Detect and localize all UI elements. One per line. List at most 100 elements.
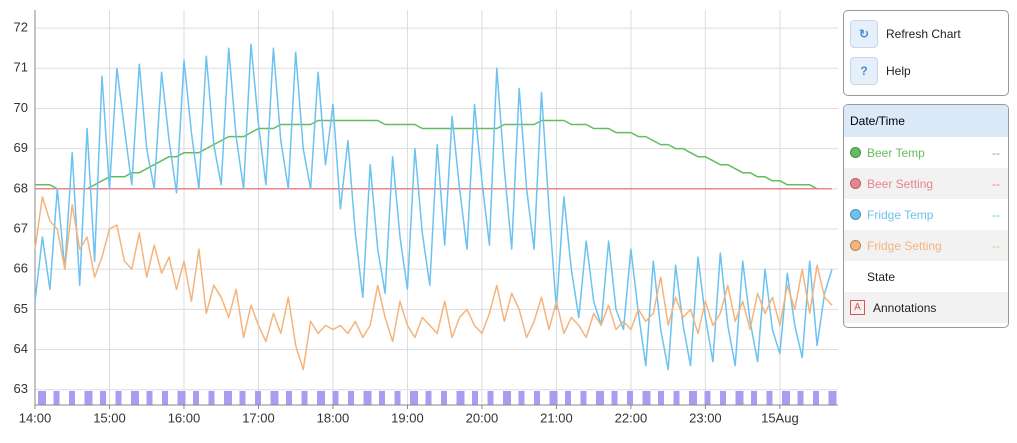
- state-block: [751, 391, 757, 405]
- state-block: [317, 391, 325, 405]
- state-block: [565, 391, 571, 405]
- state-block: [441, 391, 447, 405]
- y-tick-label: 64: [14, 341, 28, 356]
- y-tick-label: 70: [14, 100, 28, 115]
- y-tick-label: 68: [14, 180, 28, 195]
- state-block: [162, 391, 168, 405]
- state-block: [503, 391, 511, 405]
- state-block: [146, 391, 153, 405]
- state-block: [735, 391, 744, 405]
- state-block: [193, 391, 199, 405]
- legend-header-label: Date/Time: [850, 114, 905, 128]
- x-tick-label: 22:00: [615, 410, 648, 425]
- x-tick-label: 18:00: [317, 410, 350, 425]
- state-block: [332, 391, 339, 405]
- refresh-label: Refresh Chart: [886, 27, 961, 41]
- state-block: [84, 391, 93, 405]
- y-tick-label: 71: [14, 60, 28, 75]
- series-line: [35, 119, 832, 190]
- state-block: [131, 391, 139, 405]
- legend-entry[interactable]: Beer Temp --: [844, 137, 1008, 168]
- annotations-label: Annotations: [873, 300, 937, 315]
- state-block: [611, 391, 618, 405]
- legend-header: Date/Time: [844, 105, 1008, 137]
- help-label: Help: [886, 64, 911, 78]
- state-block: [239, 391, 246, 405]
- state-block: [518, 391, 525, 405]
- legend-marker: [850, 178, 861, 189]
- state-block: [596, 391, 604, 405]
- y-tick-label: 72: [14, 20, 28, 35]
- state-block: [472, 391, 478, 405]
- state-block: [689, 391, 697, 405]
- legend-marker: [850, 209, 861, 220]
- state-block: [642, 391, 651, 405]
- series-line: [34, 43, 833, 371]
- state-block: [797, 391, 804, 405]
- state-block: [270, 391, 279, 405]
- legend-value: --: [992, 207, 1000, 222]
- legend-entry[interactable]: Fridge Temp --: [844, 199, 1008, 230]
- legend-entry[interactable]: Beer Setting --: [844, 168, 1008, 199]
- state-block: [348, 391, 354, 405]
- state-block: [115, 391, 122, 405]
- annotations-icon: A: [850, 300, 865, 315]
- state-block: [456, 391, 465, 405]
- legend-marker: [850, 240, 861, 251]
- state-block: [627, 391, 633, 405]
- chart: 63 64 65 66 67 68 69 70 71 72 14:00 15:00 16:00 17:00…: [14, 10, 838, 425]
- state-block: [813, 391, 819, 405]
- x-tick-label: 20:00: [466, 410, 499, 425]
- state-block: [224, 391, 232, 405]
- state-block: [286, 391, 292, 405]
- legend-state[interactable]: State: [844, 261, 1008, 292]
- legend-label: Beer Temp: [867, 145, 925, 160]
- x-tick-label: 23:00: [689, 410, 722, 425]
- state-block: [828, 391, 837, 405]
- state-block: [69, 391, 75, 405]
- legend-entry[interactable]: Fridge Setting --: [844, 230, 1008, 261]
- legend-label: Beer Setting: [867, 176, 934, 191]
- legend-label: Fridge Temp: [867, 207, 934, 222]
- y-tick-label: 67: [14, 220, 28, 235]
- y-tick-label: 69: [14, 140, 28, 155]
- help-button[interactable]: ? Help: [850, 57, 911, 85]
- y-tick-label: 65: [14, 301, 28, 316]
- legend-marker: [850, 147, 861, 158]
- legend-label: Fridge Setting: [867, 238, 942, 253]
- x-tick-label: 16:00: [168, 410, 201, 425]
- refresh-button[interactable]: ↻ Refresh Chart: [850, 20, 961, 48]
- state-block: [534, 391, 540, 405]
- state-block: [549, 391, 558, 405]
- state-block: [673, 391, 680, 405]
- x-tick-label: 14:00: [19, 410, 52, 425]
- legend-value: --: [992, 238, 1000, 253]
- x-tick-label: 17:00: [242, 410, 275, 425]
- refresh-icon: ↻: [850, 20, 878, 48]
- state-block: [394, 391, 401, 405]
- state-block: [255, 391, 261, 405]
- legend: Date/Time State A Annotations Beer Temp -…: [843, 104, 1009, 328]
- plot-area: [35, 10, 838, 405]
- state-block: [177, 391, 186, 405]
- legend-value: --: [992, 176, 1000, 191]
- controls-panel: ↻ Refresh Chart ? Help: [843, 10, 1009, 96]
- state-block: [658, 391, 664, 405]
- y-tick-label: 66: [14, 261, 28, 276]
- state-block: [379, 391, 385, 405]
- state-label: State: [867, 269, 896, 284]
- legend-annotations[interactable]: A Annotations: [844, 292, 1008, 323]
- x-tick-label: 15:00: [93, 410, 126, 425]
- y-tick-label: 63: [14, 381, 28, 396]
- state-block: [720, 391, 726, 405]
- state-block: [487, 391, 494, 405]
- series-line: [34, 196, 833, 371]
- state-block: [766, 391, 773, 405]
- x-tick-label: 19:00: [391, 410, 424, 425]
- x-tick-label: 21:00: [540, 410, 573, 425]
- state-block: [782, 391, 790, 405]
- state-block: [100, 391, 106, 405]
- legend-value: --: [992, 145, 1000, 160]
- x-tick-label: 15Aug: [761, 410, 799, 425]
